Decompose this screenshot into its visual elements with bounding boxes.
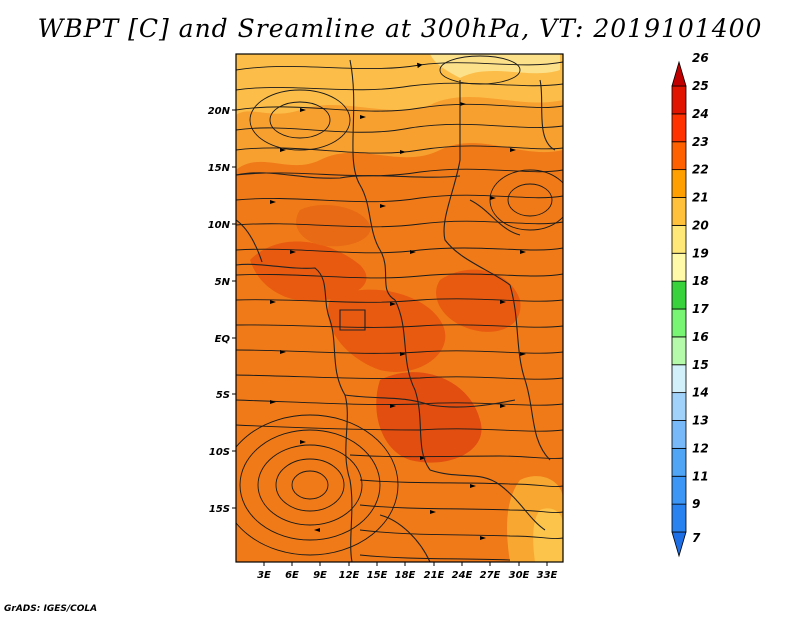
lat-label: 15S xyxy=(209,504,230,515)
colorbar-swatch xyxy=(671,141,687,171)
colorbar-swatch xyxy=(671,475,687,505)
lat-label: 5N xyxy=(215,277,231,288)
colorbar-label: 18 xyxy=(692,274,709,288)
colorbar-label: 26 xyxy=(692,51,709,65)
colorbar-swatch xyxy=(671,85,687,115)
colorbar-swatch xyxy=(671,197,687,226)
plot-frame xyxy=(235,53,564,563)
lat-ticks xyxy=(232,109,236,509)
colorbar-label: 13 xyxy=(692,414,709,428)
colorbar-label: 22 xyxy=(692,163,709,177)
lat-labels: 20N 15N 10N 5N EQ 5S 10S 15S xyxy=(208,106,231,515)
lon-label: 15E xyxy=(367,570,388,581)
lat-label: EQ xyxy=(215,334,231,345)
colorbar-label: 17 xyxy=(692,302,709,316)
lat-label: 10N xyxy=(208,220,231,231)
colorbar-label: 15 xyxy=(692,358,709,372)
lon-label: 21E xyxy=(424,570,445,581)
colorbar-label: 11 xyxy=(692,469,709,483)
chart-title: WBPT [C] and Sreamline at 300hPa, VT: 20… xyxy=(37,14,763,43)
colorbar-label: 14 xyxy=(692,386,709,400)
colorbar: 7 9 11 12 13 14 15 16 17 18 19 20 21 22 23 24 25 26 xyxy=(671,51,709,558)
lon-labels: 3E 6E 9E 12E 15E 18E 21E 24E 27E 30E 33E xyxy=(257,570,557,581)
lon-label: 6E xyxy=(285,570,299,581)
colorbar-swatch xyxy=(671,531,687,558)
colorbar-swatch xyxy=(671,447,687,477)
colorbar-label: 21 xyxy=(692,191,709,205)
country-borders xyxy=(236,59,556,562)
lon-label: 27E xyxy=(480,570,501,581)
colorbar-label: 12 xyxy=(692,441,709,455)
lat-label: 5S xyxy=(216,390,230,401)
lat-label: 20N xyxy=(208,106,231,117)
lon-label: 9E xyxy=(313,570,327,581)
lon-label: 18E xyxy=(395,570,416,581)
colorbar-label: 7 xyxy=(692,531,701,545)
lat-label: 10S xyxy=(209,447,230,458)
lon-label: 12E xyxy=(339,570,360,581)
colorbar-label: 23 xyxy=(692,135,709,149)
colorbar-swatch xyxy=(671,224,687,254)
lat-label: 15N xyxy=(208,163,231,174)
colorbar-swatch xyxy=(671,336,687,366)
lon-label: 33E xyxy=(537,570,558,581)
colorbar-swatch xyxy=(671,280,687,310)
colorbar-swatch xyxy=(671,113,687,143)
grads-credit: GrADS: IGES/COLA xyxy=(4,604,98,614)
wbpt-field xyxy=(236,54,563,562)
colorbar-label: 20 xyxy=(692,218,709,232)
colorbar-label: 19 xyxy=(692,246,709,260)
colorbar-swatch xyxy=(671,169,687,198)
colorbar-swatch xyxy=(671,392,687,421)
lon-label: 3E xyxy=(257,570,271,581)
colorbar-label: 9 xyxy=(692,497,700,511)
lon-label: 24E xyxy=(452,570,473,581)
lon-label: 30E xyxy=(509,570,530,581)
streamlines xyxy=(236,55,563,561)
colorbar-swatch xyxy=(671,60,687,87)
colorbar-label: 24 xyxy=(692,107,709,121)
colorbar-swatch xyxy=(671,503,687,533)
stream-arrows xyxy=(270,102,526,540)
colorbar-swatch xyxy=(671,420,687,449)
colorbar-swatch xyxy=(671,364,687,394)
colorbar-swatch xyxy=(671,308,687,338)
colorbar-label: 25 xyxy=(692,79,709,93)
lon-ticks xyxy=(263,562,548,566)
colorbar-swatch xyxy=(671,252,687,282)
colorbar-label: 16 xyxy=(692,330,709,344)
